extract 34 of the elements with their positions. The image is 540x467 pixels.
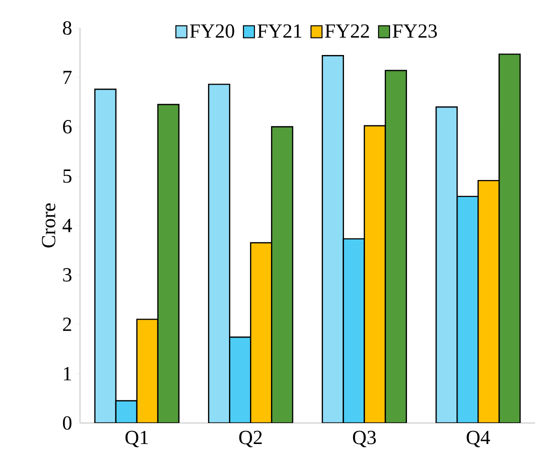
bar	[208, 84, 230, 423]
y-tick-label: 2	[63, 318, 72, 331]
bar	[115, 400, 138, 423]
bar	[136, 318, 158, 423]
bar	[322, 55, 344, 423]
bar	[364, 125, 386, 423]
x-tick-label: Q4	[466, 430, 490, 448]
bar	[250, 242, 272, 423]
bar	[342, 238, 365, 423]
legend-label: FY20	[190, 24, 234, 38]
x-tick-label: Q3	[352, 430, 376, 448]
y-tick-label: 1	[64, 367, 71, 380]
y-tick-label: 5	[63, 169, 72, 183]
bar	[456, 196, 479, 423]
bar	[384, 70, 407, 423]
y-tick-label: 0	[62, 416, 72, 430]
bar	[498, 54, 521, 423]
bar	[478, 180, 500, 423]
y-tick-label: 3	[63, 268, 72, 282]
y-tick-label: 4	[62, 218, 72, 232]
bar	[229, 336, 252, 423]
legend-label: FY22	[325, 24, 369, 38]
x-tick-label: Q2	[239, 430, 262, 448]
y-tick-label: 8	[62, 21, 72, 35]
y-tick-label: 6	[63, 120, 72, 134]
bar	[271, 126, 294, 423]
legend-label: FY21	[258, 24, 302, 38]
y-axis-title: Crore	[42, 203, 56, 248]
bar	[157, 104, 180, 423]
x-tick-label: Q1	[125, 430, 148, 448]
bar	[94, 88, 116, 423]
legend-label: FY23	[392, 24, 437, 38]
bar	[436, 106, 458, 423]
y-tick-label: 7	[64, 70, 72, 84]
